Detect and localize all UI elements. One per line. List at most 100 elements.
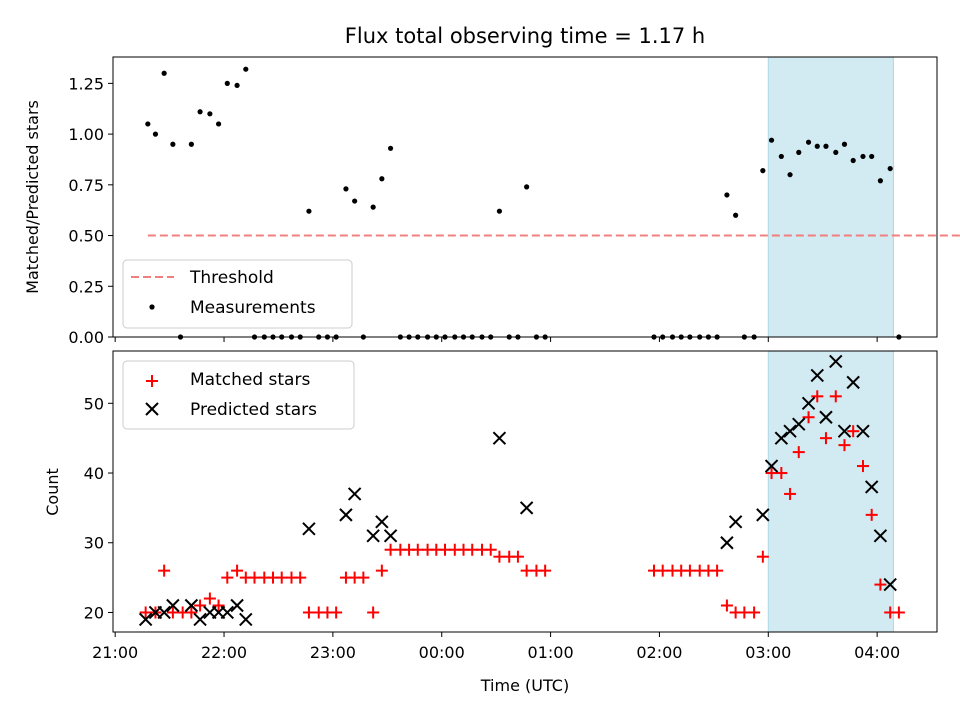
measurement-point [524,184,530,190]
measurement-point [833,149,839,155]
measurement-point [161,70,167,76]
measurement-point [234,82,240,89]
matched-star-point [811,390,824,403]
matched-star-point [484,543,497,556]
legend-measurements-label: Measurements [190,298,316,318]
predicted-star-point [347,487,362,501]
matched-star-point [231,564,244,577]
bottom-legend: Matched stars Predicted stars [122,360,355,430]
top-y-tick-label: 1.25 [68,74,104,93]
top-legend-box [122,259,353,329]
predicted-star-point [792,417,806,431]
measurement-point [778,153,784,160]
highlight-span [768,57,894,337]
top-y-ticks: 0.00 0.25 0.50 0.75 1.00 1.25 [68,74,113,347]
x-tick-label: 23:00 [310,643,356,662]
predicted-star-point [801,396,816,411]
highlight-span [768,351,894,632]
top-y-tick-label: 0.50 [68,227,104,246]
bottom-highlight-span-layer [767,351,894,632]
matched-star-point [775,467,788,480]
bottom-y-tick-label: 50 [84,394,104,413]
predicted-star-point [764,459,779,473]
measurement-point [887,165,893,172]
x-tick-label: 01:00 [528,643,574,662]
matched-star-point [874,578,887,591]
measurement-point [787,172,793,178]
measurement-point [760,168,766,174]
measurement-point [841,141,848,147]
measurement-point [850,157,856,164]
measurement-point [243,66,249,72]
top-y-axis-label: Matched/Predicted stars [23,100,42,294]
x-tick-label: 04:00 [854,643,900,662]
predicted-star-point [193,612,207,627]
matched-star-point [357,571,370,584]
bottom-y-tick-label: 30 [84,534,104,553]
measurement-point [306,208,312,214]
bottom-y-axis-label: Count [43,468,62,516]
matched-star-point [829,390,842,403]
bottom-y-tick-label: 40 [84,464,104,483]
measurement-point [197,109,203,115]
predicted-star-point [856,424,870,438]
measurement-point [860,153,866,160]
top-highlight-span-layer [767,57,894,337]
measurement-point [814,143,820,149]
predicted-star-point [846,375,860,390]
legend-measurements-swatch [149,304,155,310]
matched-star-point [838,439,851,452]
x-tick-label: 22:00 [201,643,247,662]
predicted-star-point [883,577,897,592]
matched-star-point [720,599,733,612]
measurement-point [877,178,883,184]
legend-threshold-label: Threshold [189,268,274,288]
matched-star-point [158,564,171,577]
x-tick-label: 02:00 [636,643,682,662]
predicted-star-point [302,522,316,536]
matched-star-point [375,564,388,577]
bottom-legend-box [122,360,355,430]
predicted-star-point [774,431,789,445]
predicted-star-point [810,368,824,383]
measurement-points-layer [145,66,902,340]
measurement-point [796,149,802,155]
matched-star-point [892,606,905,619]
measurement-point [215,121,222,127]
count-points-layer [138,354,905,627]
top-x-ticks [114,337,878,342]
matched-star-point [819,432,832,445]
predicted-star-point [864,480,879,494]
bottom-y-ticks: 20 30 40 50 [84,394,113,622]
measurement-point [352,198,358,204]
predicted-star-point [756,508,770,522]
matched-star-point [792,446,805,459]
measurement-point [805,139,812,145]
matched-star-point [221,571,234,584]
measurement-point [724,192,730,198]
matched-star-point [212,599,225,612]
matched-star-point [539,564,552,577]
matched-star-point [367,606,380,619]
legend-matched-label: Matched stars [190,370,310,390]
matched-star-point [865,508,878,521]
bottom-panel: 20 30 40 50 21:00 22:00 23:00 00:00 01:00 02:00 0… [43,350,938,695]
matched-star-point [856,460,869,473]
top-axes-frame [112,56,938,338]
predicted-star-point [492,431,507,445]
legend-matched-swatch [146,375,158,387]
measurement-point [224,80,230,86]
measurement-point [823,143,829,149]
predicted-star-point [184,598,199,613]
predicted-star-point [157,605,171,620]
top-y-tick-label: 0.00 [68,328,104,347]
matched-star-point [711,564,724,577]
measurement-point [145,121,151,127]
top-y-tick-label: 1.00 [68,125,104,144]
matched-star-point [756,550,769,563]
predicted-star-point [339,508,353,522]
top-legend: Threshold Measurements [122,259,353,329]
predicted-star-point [220,605,235,620]
measurement-point [370,204,376,210]
